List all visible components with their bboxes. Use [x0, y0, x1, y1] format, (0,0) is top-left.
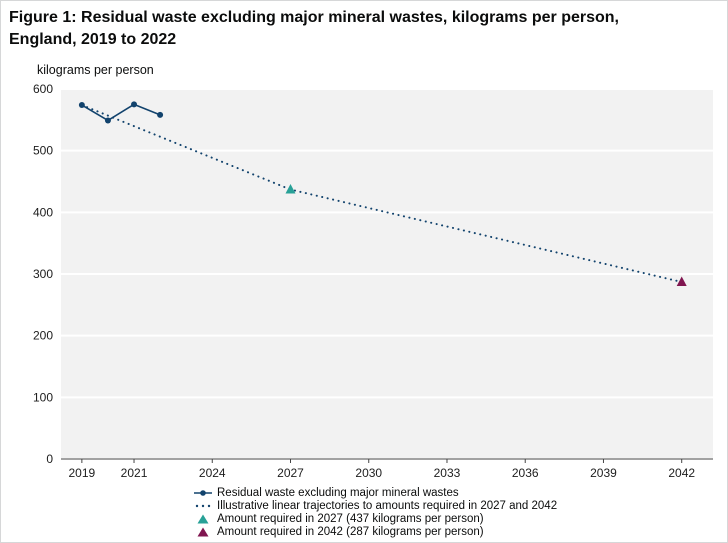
legend-label: Illustrative linear trajectories to amou…	[217, 499, 558, 512]
svg-text:2033: 2033	[434, 466, 461, 480]
svg-text:2027: 2027	[277, 466, 304, 480]
figure-title-line2: England, 2019 to 2022	[9, 31, 177, 48]
legend-label: Amount required in 2027 (437 kilograms p…	[217, 512, 484, 525]
svg-text:400: 400	[33, 205, 53, 219]
legend-item-2042-target: Amount required in 2042 (287 kilograms p…	[193, 525, 557, 538]
legend-label: Residual waste excluding major mineral w…	[217, 486, 459, 499]
triangle-marker-icon	[197, 527, 209, 536]
chart-plot-area: 0 100 200 300 400 500 600 2019 2021 2024 2027 2030 2…	[33, 82, 713, 480]
legend-item-2027-target: Amount required in 2027 (437 kilograms p…	[193, 512, 557, 525]
svg-text:2030: 2030	[355, 466, 382, 480]
figure-title: Figure 1: Residual waste excluding major…	[9, 7, 721, 51]
chart-legend: Residual waste excluding major mineral w…	[193, 486, 557, 538]
triangle-marker-icon	[197, 514, 209, 523]
legend-item-trajectories: Illustrative linear trajectories to amou…	[193, 499, 557, 512]
svg-text:500: 500	[33, 144, 53, 158]
legend-item-residual-waste: Residual waste excluding major mineral w…	[193, 486, 557, 499]
y-axis-title: kilograms per person	[37, 63, 154, 77]
svg-text:200: 200	[33, 329, 53, 343]
svg-text:2036: 2036	[512, 466, 539, 480]
dotted-line-marker-icon	[195, 504, 211, 507]
legend-label: Amount required in 2042 (287 kilograms p…	[217, 525, 484, 538]
svg-text:2039: 2039	[590, 466, 617, 480]
svg-text:0: 0	[46, 452, 53, 466]
line-dot-marker-icon	[194, 489, 212, 496]
svg-text:100: 100	[33, 390, 53, 404]
figure-title-line1: Figure 1: Residual waste excluding major…	[9, 9, 619, 26]
svg-text:2021: 2021	[121, 466, 148, 480]
svg-text:300: 300	[33, 267, 53, 281]
svg-text:2024: 2024	[199, 466, 226, 480]
svg-text:2042: 2042	[668, 466, 695, 480]
svg-text:600: 600	[33, 82, 53, 96]
svg-text:2019: 2019	[69, 466, 96, 480]
